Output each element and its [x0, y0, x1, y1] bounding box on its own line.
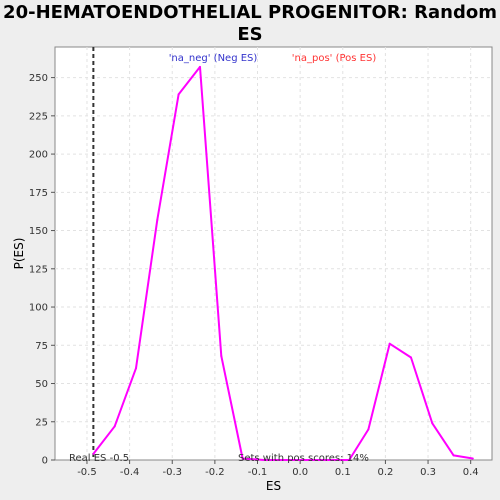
neg-es-label: 'na_neg' (Neg ES): [169, 53, 258, 64]
data-point: [113, 425, 116, 428]
data-point: [367, 428, 370, 431]
title-line-1: 20-HEMATOENDOTHELIAL PROGENITOR: Random …: [3, 2, 497, 45]
y-tick-label: 200: [29, 150, 48, 161]
x-ticks: -0.5 -0.4 -0.3 -0.2 -0.1 0.0 0.1 0.2 0.3 0.4: [77, 460, 479, 478]
y-tick-label: 100: [29, 303, 48, 314]
data-point: [409, 356, 412, 359]
grid-lines: [55, 47, 492, 460]
y-tick-label: 75: [35, 341, 48, 352]
x-tick-label: -0.1: [248, 467, 268, 478]
data-point: [262, 459, 265, 461]
y-tick-label: 25: [35, 417, 48, 428]
data-point: [220, 354, 223, 357]
y-axis-title: P(ES): [12, 238, 26, 270]
data-point: [284, 459, 287, 461]
data-point: [241, 457, 244, 460]
y-ticks: 0 25 50 75 100 125 150 175 200 225 250: [29, 73, 55, 467]
data-point: [156, 218, 159, 221]
data-point: [177, 93, 180, 96]
real-es-label: Real ES -0.5: [69, 453, 129, 464]
data-point: [326, 459, 329, 461]
y-tick-label: 50: [35, 379, 48, 390]
x-tick-label: -0.5: [77, 467, 97, 478]
y-tick-label: 225: [29, 111, 48, 122]
x-tick-label: 0.4: [463, 467, 479, 478]
x-tick-label: 0.2: [377, 467, 393, 478]
pos-scores-label: Sets with pos scores: 14%: [238, 453, 369, 464]
plot-area: [54, 46, 493, 461]
data-point: [388, 342, 391, 345]
data-point: [92, 452, 95, 455]
x-tick-label: -0.2: [205, 467, 225, 478]
data-point: [471, 457, 474, 460]
data-point: [452, 454, 455, 457]
y-tick-label: 150: [29, 226, 48, 237]
y-tick-label: 0: [42, 456, 48, 467]
x-tick-label: 0.0: [292, 467, 308, 478]
x-tick-label: -0.4: [120, 467, 140, 478]
y-tick-label: 250: [29, 73, 48, 84]
x-tick-label: -0.3: [162, 467, 182, 478]
x-tick-label: 0.3: [420, 467, 436, 478]
pos-es-label: 'na_pos' (Pos ES): [292, 53, 377, 64]
x-axis-title: ES: [266, 479, 281, 493]
y-tick-label: 125: [29, 264, 48, 275]
x-tick-label: 0.1: [335, 467, 351, 478]
y-tick-label: 175: [29, 188, 48, 199]
series-points: [92, 65, 474, 461]
data-point: [198, 65, 201, 68]
data-point: [348, 459, 351, 461]
data-point: [135, 367, 138, 370]
data-point: [305, 459, 308, 461]
data-point: [431, 422, 434, 425]
